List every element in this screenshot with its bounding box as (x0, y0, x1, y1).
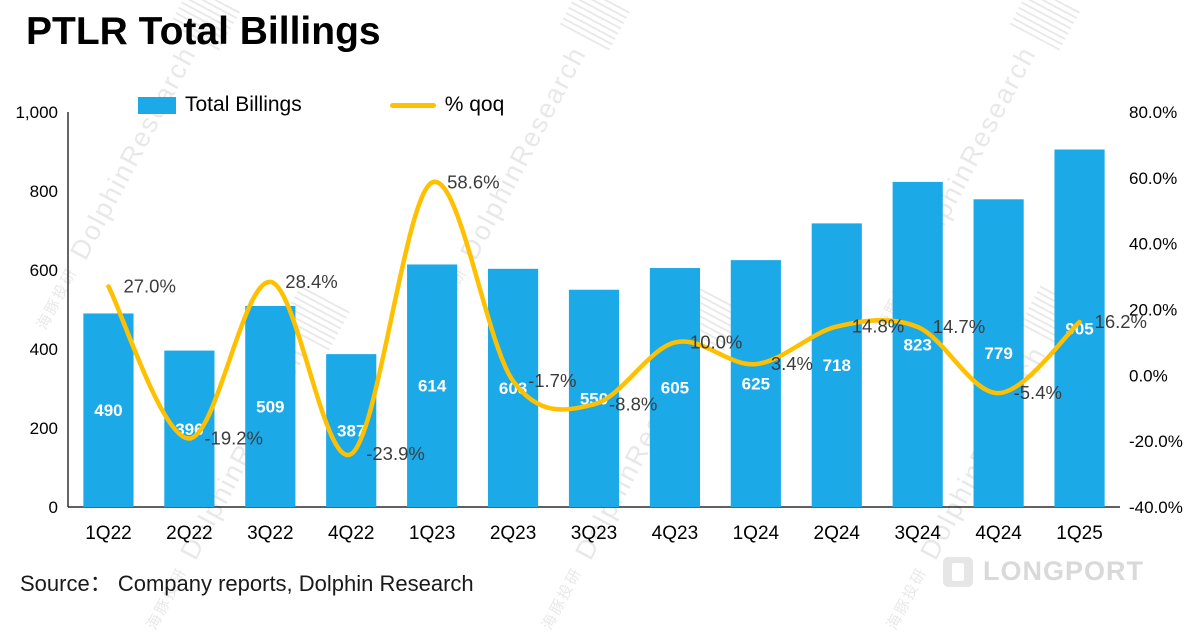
source-note: Source： Company reports, Dolphin Researc… (20, 571, 474, 596)
svg-text:200: 200 (30, 419, 58, 438)
svg-text:387: 387 (337, 422, 365, 441)
svg-text:4Q22: 4Q22 (328, 523, 374, 544)
svg-text:614: 614 (418, 377, 447, 396)
svg-text:1,000: 1,000 (15, 103, 58, 122)
svg-text:823: 823 (904, 335, 932, 354)
svg-text:4Q24: 4Q24 (975, 523, 1022, 544)
svg-text:3.4%: 3.4% (771, 353, 813, 374)
chart-title: PTLR Total Billings (26, 10, 381, 53)
svg-text:16.2%: 16.2% (1095, 311, 1147, 332)
svg-text:600: 600 (30, 261, 58, 280)
svg-text:779: 779 (984, 344, 1012, 363)
svg-text:14.8%: 14.8% (852, 316, 904, 337)
longport-logo: LONGPORT (943, 556, 1144, 587)
svg-text:20.0%: 20.0% (1129, 301, 1177, 320)
svg-text:58.6%: 58.6% (447, 171, 499, 192)
svg-text:603: 603 (499, 379, 527, 398)
legend-bar-swatch-icon (138, 96, 176, 114)
svg-text:0.0%: 0.0% (1129, 366, 1168, 385)
svg-text:-1.7%: -1.7% (528, 370, 576, 391)
longport-logo-icon (943, 556, 973, 587)
svg-text:2Q22: 2Q22 (166, 523, 212, 544)
svg-text:509: 509 (256, 397, 284, 416)
svg-text:718: 718 (823, 356, 851, 375)
svg-text:490: 490 (94, 401, 122, 420)
total-billings-combo-chart: 0 200 400 600 800 1,000 -40.0% -20.0% 0.0% 20.0% 4… (15, 103, 1183, 544)
svg-text:4Q23: 4Q23 (652, 523, 698, 544)
svg-text:27.0%: 27.0% (123, 275, 175, 296)
svg-text:80.0%: 80.0% (1129, 103, 1177, 122)
chart-legend: Total Billings % qoq (138, 93, 504, 117)
legend-bar-label: Total Billings (185, 93, 302, 116)
svg-text:-19.2%: -19.2% (204, 428, 263, 449)
svg-text:3Q22: 3Q22 (247, 523, 293, 544)
svg-text:-8.8%: -8.8% (609, 393, 657, 414)
svg-text:2Q23: 2Q23 (490, 523, 536, 544)
svg-text:3Q24: 3Q24 (894, 523, 941, 544)
svg-text:1Q24: 1Q24 (733, 523, 780, 544)
svg-text:40.0%: 40.0% (1129, 235, 1177, 254)
svg-text:-40.0%: -40.0% (1129, 498, 1183, 517)
svg-text:-5.4%: -5.4% (1014, 382, 1062, 403)
legend-line-swatch-icon (389, 102, 436, 108)
svg-text:800: 800 (30, 182, 58, 201)
svg-text:2Q24: 2Q24 (814, 523, 861, 544)
svg-text:60.0%: 60.0% (1129, 169, 1177, 188)
svg-text:-23.9%: -23.9% (366, 443, 425, 464)
svg-text:3Q23: 3Q23 (571, 523, 617, 544)
svg-text:1Q22: 1Q22 (85, 523, 131, 544)
svg-text:10.0%: 10.0% (690, 331, 742, 352)
svg-text:28.4%: 28.4% (285, 271, 337, 292)
svg-text:0: 0 (49, 498, 58, 517)
svg-text:1Q23: 1Q23 (409, 523, 455, 544)
svg-text:625: 625 (742, 375, 770, 394)
svg-text:14.7%: 14.7% (933, 316, 985, 337)
longport-logo-text: LONGPORT (983, 556, 1144, 586)
svg-text:1Q25: 1Q25 (1056, 523, 1102, 544)
svg-text:905: 905 (1065, 319, 1093, 338)
legend-line-label: % qoq (444, 93, 505, 116)
svg-text:400: 400 (30, 340, 58, 359)
svg-text:-20.0%: -20.0% (1129, 432, 1183, 451)
svg-text:605: 605 (661, 379, 689, 398)
